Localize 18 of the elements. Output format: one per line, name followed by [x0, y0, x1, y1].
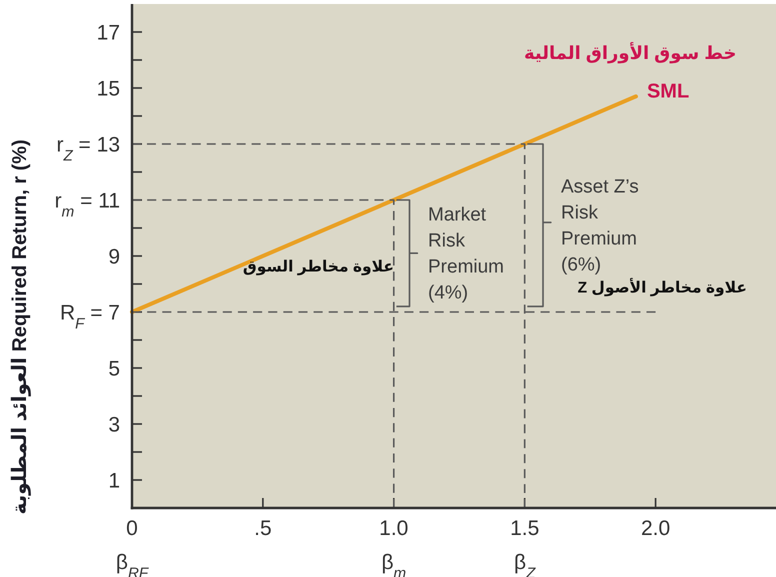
- xtick-label: .5: [254, 517, 272, 540]
- annotation: علاوة مخاطر الأصول Z: [578, 280, 747, 296]
- ylabel: العوائد المطلوبة Required Return, r (%): [9, 139, 31, 515]
- ytick-label: 9: [108, 246, 120, 268]
- ytick-label: 5: [108, 358, 120, 380]
- annotation: Asset Z’s Risk Premium (6%): [561, 176, 639, 276]
- ytick-label: r$_{m}$ = 11: [54, 190, 120, 220]
- xtick-label: 2.0: [640, 517, 670, 540]
- annotation: علاوة مخاطر السوق: [242, 258, 394, 276]
- series-name: SML: [646, 80, 690, 102]
- ytick-label: 1: [108, 470, 120, 492]
- annotation: Market Risk Premium (4%): [428, 204, 504, 304]
- ytick-label: 15: [96, 78, 120, 100]
- annotation: خط سوق الأوراق المالية: [524, 43, 736, 63]
- ytick-label: 3: [108, 414, 120, 436]
- ytick-label: 17: [96, 22, 120, 44]
- ytick-label: r$_{Z}$ = 13: [56, 134, 120, 164]
- ytick-label: R$_{F}$ = 7: [60, 302, 120, 332]
